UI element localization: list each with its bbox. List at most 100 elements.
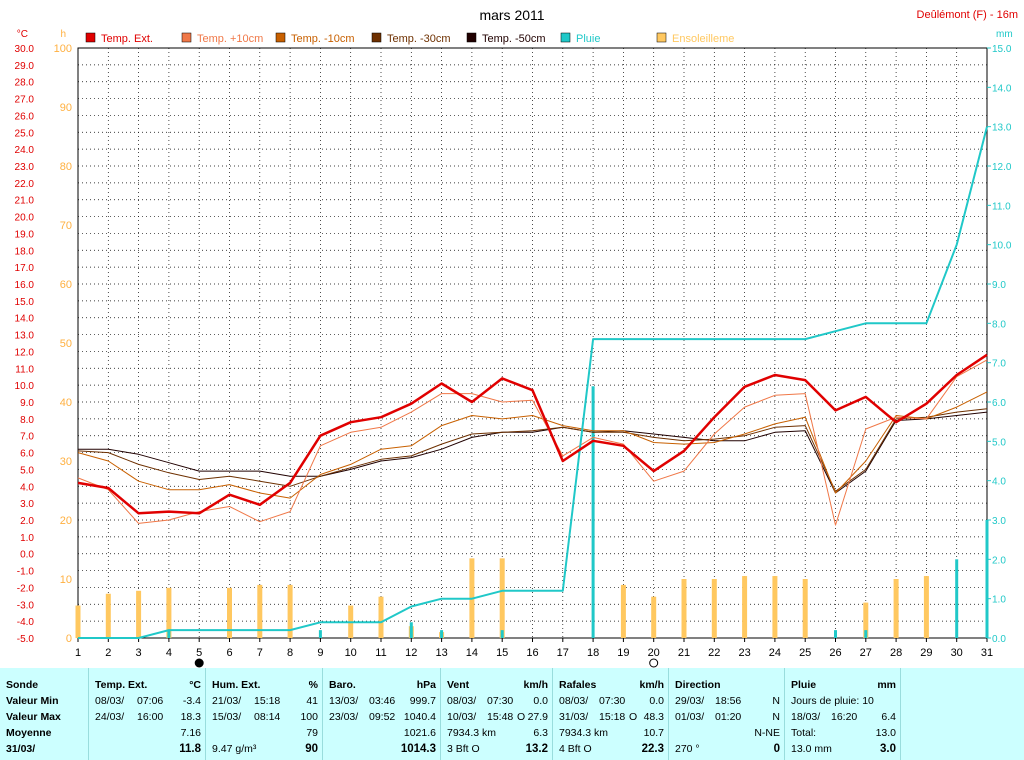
- x-tick-label: 30: [951, 647, 963, 659]
- baro-title: Baro.: [329, 679, 356, 691]
- direction-mean: N-NE: [754, 727, 780, 739]
- chart-title: mars 2011: [479, 7, 544, 23]
- rain-bar: [167, 630, 171, 638]
- x-tick-label: 6: [226, 647, 232, 659]
- legend-swatch: [466, 32, 477, 43]
- weather-chart: 1 2 3 4 5 6 7 8 9 10 11 12 13 14 15 16 17 18 19 20 21 22 23 24 2…: [15, 7, 1018, 668]
- hum-max-val: 100: [300, 711, 318, 723]
- sunshine-bar: [75, 605, 81, 638]
- rain-tick-label: 13.0: [992, 123, 1012, 134]
- temp-tick-label: -3.0: [17, 600, 35, 611]
- temp-title: Temp. Ext.: [95, 679, 148, 691]
- sun-tick-label: 70: [60, 220, 72, 232]
- legend-label: Temp. -50cm: [482, 33, 546, 45]
- series-line: [77, 391, 988, 499]
- sunshine-bar: [620, 584, 626, 638]
- hum-title: Hum. Ext.: [212, 679, 261, 691]
- vent-dist: 7934.3 km: [447, 727, 497, 739]
- rafales-max-val: 48.3: [643, 711, 664, 723]
- vent-bft: 3 Bft O: [447, 743, 480, 755]
- direction-min-time: 18:56: [715, 695, 742, 707]
- baro-min-time: 03:46: [369, 695, 396, 707]
- temp-tick-label: 30.0: [15, 44, 35, 55]
- rafales-mean: 10.7: [643, 727, 664, 739]
- x-tick-label: 11: [375, 647, 386, 659]
- baro-unit: hPa: [416, 679, 436, 691]
- temp-tick-label: 17.0: [15, 263, 35, 274]
- vent-max-dir: O: [517, 711, 526, 723]
- temp-tick-label: 22.0: [15, 179, 35, 190]
- sun-tick-label: 60: [60, 279, 72, 291]
- temp-tick-label: 18.0: [15, 246, 35, 257]
- vent-title: Vent: [447, 679, 470, 691]
- temp-max-date: 24/03/: [95, 711, 125, 723]
- direction-title: Direction: [675, 679, 721, 691]
- sun-tick-label: 100: [54, 43, 72, 55]
- legend-swatch: [371, 32, 382, 43]
- rafales-min-date: 08/03/: [559, 695, 589, 707]
- full-moon-icon: [649, 658, 659, 668]
- temp-tick-label: 2.0: [20, 516, 34, 527]
- temp-max-val: 18.3: [180, 711, 201, 723]
- rain-bar: [409, 622, 413, 638]
- temp-tick-label: 6.0: [20, 449, 34, 460]
- vent-min-time: 07:30: [487, 695, 514, 707]
- x-tick-label: 24: [769, 647, 781, 659]
- rain-tick-label: 1.0: [992, 595, 1006, 606]
- temp-tick-label: 26.0: [15, 111, 35, 122]
- sun-tick-label: 80: [60, 161, 72, 173]
- rain-tick-label: 0.0: [992, 634, 1006, 645]
- sun-tick-label: 0: [66, 633, 72, 645]
- rain-bar: [318, 630, 322, 638]
- temp-last: 11.8: [179, 743, 201, 755]
- sunshine-bar: [378, 596, 384, 638]
- vent-last: 13.2: [525, 743, 548, 755]
- temp-tick-label: -4.0: [17, 617, 35, 628]
- hum-min-time: 15:18: [254, 695, 281, 707]
- pluie-total-label: Total:: [791, 727, 817, 739]
- sunshine-bar: [651, 596, 657, 638]
- rafales-unit: km/h: [639, 679, 664, 691]
- x-tick-label: 12: [405, 647, 417, 659]
- vent-max-time: 15:48: [487, 711, 514, 723]
- temp-tick-label: 24.0: [15, 145, 35, 156]
- hum-unit: %: [308, 679, 318, 691]
- temp-tick-label: 21.0: [15, 196, 35, 207]
- x-tick-label: 8: [287, 647, 293, 659]
- rafales-min-val: 0.0: [649, 695, 664, 707]
- temp-tick-label: 3.0: [20, 499, 34, 510]
- pluie-last-total: 13.0 mm: [791, 743, 832, 755]
- legend-swatch: [656, 32, 667, 43]
- rain-tick-label: 4.0: [992, 477, 1006, 488]
- temp-tick-label: 25.0: [15, 128, 35, 139]
- x-tick-label: 25: [799, 647, 811, 659]
- rain-tick-label: 9.0: [992, 280, 1006, 291]
- vent-panel: Vent km/h 08/03/07:30 0.0 10/03/15:48 O 27.9…: [441, 668, 553, 760]
- vent-unit: km/h: [523, 679, 548, 691]
- sun-tick-label: 90: [60, 102, 72, 114]
- temp-tick-label: 4.0: [20, 482, 34, 493]
- station-name: Deûlémont (F) - 16m: [917, 9, 1018, 21]
- hum-min-date: 21/03/: [212, 695, 242, 707]
- rafales-last: 22.3: [641, 743, 664, 755]
- direction-max-val: N: [772, 711, 780, 723]
- hum-min-val: 41: [306, 695, 318, 707]
- rain-tick-label: 11.0: [992, 201, 1011, 212]
- temp-mean: 7.16: [180, 727, 201, 739]
- rain-bar: [834, 630, 837, 638]
- rain-tick-label: 14.0: [992, 83, 1012, 94]
- temp-tick-label: 8.0: [20, 415, 34, 426]
- legend-label: Temp. +10cm: [197, 33, 263, 45]
- series-line: [77, 353, 988, 515]
- x-tick-label: 2: [105, 647, 111, 659]
- baro-last: 1014.3: [400, 743, 436, 755]
- sun-tick-label: 40: [60, 397, 72, 409]
- temp-tick-label: 23.0: [15, 162, 35, 173]
- sunshine-bar: [499, 558, 505, 638]
- rain-tick-label: 2.0: [992, 555, 1006, 566]
- pluie-panel: Pluie mm Jours de pluie: 10 18/03/16:20 6.…: [785, 668, 901, 760]
- vent-min-date: 08/03/: [447, 695, 477, 707]
- temp-tick-label: 19.0: [15, 229, 35, 240]
- baro-max-time: 09:52: [369, 711, 396, 723]
- temp-tick-label: 28.0: [15, 78, 35, 89]
